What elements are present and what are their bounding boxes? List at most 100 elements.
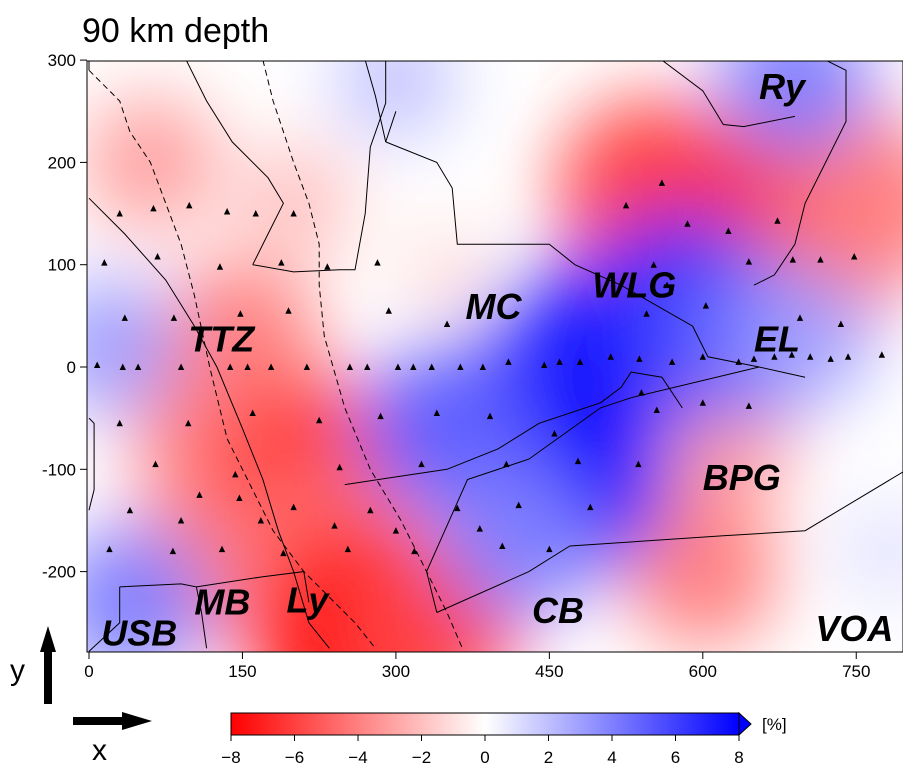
station-marker xyxy=(346,363,354,370)
station-marker xyxy=(663,281,671,289)
y-arrow-head xyxy=(40,626,56,652)
colorbar-tick-label: 8 xyxy=(734,748,743,767)
station-marker xyxy=(392,527,400,534)
station-marker xyxy=(505,358,512,365)
station-marker xyxy=(638,389,645,396)
y-tick-label: 0 xyxy=(67,358,76,377)
colorbar-ticks: −8 −6 −4 −2 0 2 4 6 8 xyxy=(221,735,744,767)
station-marker xyxy=(244,363,251,370)
boundary-line xyxy=(385,111,397,143)
region-label: Ry xyxy=(759,66,807,107)
boundary-line xyxy=(252,61,387,273)
y-axis: 300 200 100 0 -100 -200 xyxy=(42,51,87,582)
x-tick-label: 600 xyxy=(689,662,717,681)
station-marker xyxy=(267,363,275,370)
station-marker xyxy=(150,204,157,212)
station-marker xyxy=(796,314,804,321)
station-marker xyxy=(106,545,113,553)
y-tick-label: 200 xyxy=(48,153,76,172)
station-marker xyxy=(236,494,243,501)
station-marker xyxy=(541,361,548,368)
station-marker xyxy=(486,412,494,420)
station-marker xyxy=(788,351,796,358)
station-marker xyxy=(119,363,126,370)
station-marker xyxy=(476,525,483,532)
station-marker xyxy=(385,307,392,314)
region-label: EL xyxy=(754,319,800,360)
station-marker xyxy=(546,545,553,553)
anomaly-blob xyxy=(718,61,871,157)
station-marker xyxy=(126,506,134,514)
station-marker xyxy=(186,201,193,209)
dashed-boundary-lines xyxy=(88,61,463,649)
station-marker xyxy=(152,460,159,468)
boundary-line xyxy=(186,61,284,265)
station-marker xyxy=(699,399,706,406)
station-marker xyxy=(336,463,343,471)
station-marker xyxy=(428,363,435,370)
station-marker xyxy=(249,409,256,417)
station-marker xyxy=(169,547,177,555)
colorbar-tick-label: 6 xyxy=(671,748,680,767)
station-marker xyxy=(280,549,287,557)
station-marker xyxy=(658,179,666,186)
region-label: Ly xyxy=(286,580,330,621)
y-tick-label: -100 xyxy=(42,460,76,479)
boundary-line xyxy=(344,371,683,486)
station-marker xyxy=(394,363,402,370)
region-label: TTZ xyxy=(188,319,256,360)
station-marker xyxy=(411,547,418,555)
station-marker xyxy=(837,320,845,328)
boundary-line xyxy=(88,417,95,511)
colorbar-tick-label: 4 xyxy=(607,748,616,767)
station-marker xyxy=(574,457,582,465)
station-marker xyxy=(374,259,381,266)
station-marker xyxy=(556,358,563,365)
boundary-line xyxy=(569,471,903,547)
y-tick-label: 100 xyxy=(48,256,76,275)
anomaly-blob xyxy=(837,502,903,601)
x-axis: 0 150 300 450 600 750 xyxy=(84,652,870,681)
station-marker xyxy=(303,363,311,370)
station-marker xyxy=(177,363,185,370)
station-marker xyxy=(650,261,657,268)
station-marker xyxy=(134,363,142,370)
station-marker xyxy=(443,320,451,328)
station-marker xyxy=(668,358,676,365)
station-marker xyxy=(93,361,101,368)
region-label: MC xyxy=(465,286,522,327)
station-marker xyxy=(771,353,778,360)
x-tick-label: 300 xyxy=(382,662,410,681)
station-marker xyxy=(418,460,425,468)
chart-title: 90 km depth xyxy=(82,12,269,50)
station-marker xyxy=(699,353,706,360)
station-marker xyxy=(807,353,814,360)
anomaly-blob xyxy=(810,127,903,280)
station-marker xyxy=(331,522,338,529)
station-marker xyxy=(367,506,374,514)
station-marker xyxy=(735,358,742,365)
y-tick-label: 300 xyxy=(48,51,76,70)
station-marker xyxy=(278,259,285,266)
x-axis-indicator: x xyxy=(73,712,152,767)
station-marker xyxy=(290,210,297,217)
station-marker xyxy=(636,355,643,362)
y-axis-indicator: y xyxy=(10,626,56,704)
x-tick-label: 450 xyxy=(535,662,563,681)
station-marker xyxy=(290,503,297,511)
x-tick-label: 0 xyxy=(84,662,93,681)
region-label: BPG xyxy=(703,457,781,498)
station-marker xyxy=(844,353,852,360)
station-marker xyxy=(684,220,691,227)
region-label: WLG xyxy=(592,264,676,305)
station-marker xyxy=(878,351,886,358)
region-label: VOA xyxy=(815,608,893,649)
station-marker xyxy=(324,263,331,270)
region-label: USB xyxy=(101,612,177,653)
station-marker xyxy=(410,363,417,370)
station-marker xyxy=(226,363,234,370)
plot-frame xyxy=(86,60,903,653)
colorbar-tick-label: 2 xyxy=(544,748,553,767)
station-marker xyxy=(499,542,506,550)
colorbar-extend-arrow xyxy=(738,711,752,737)
